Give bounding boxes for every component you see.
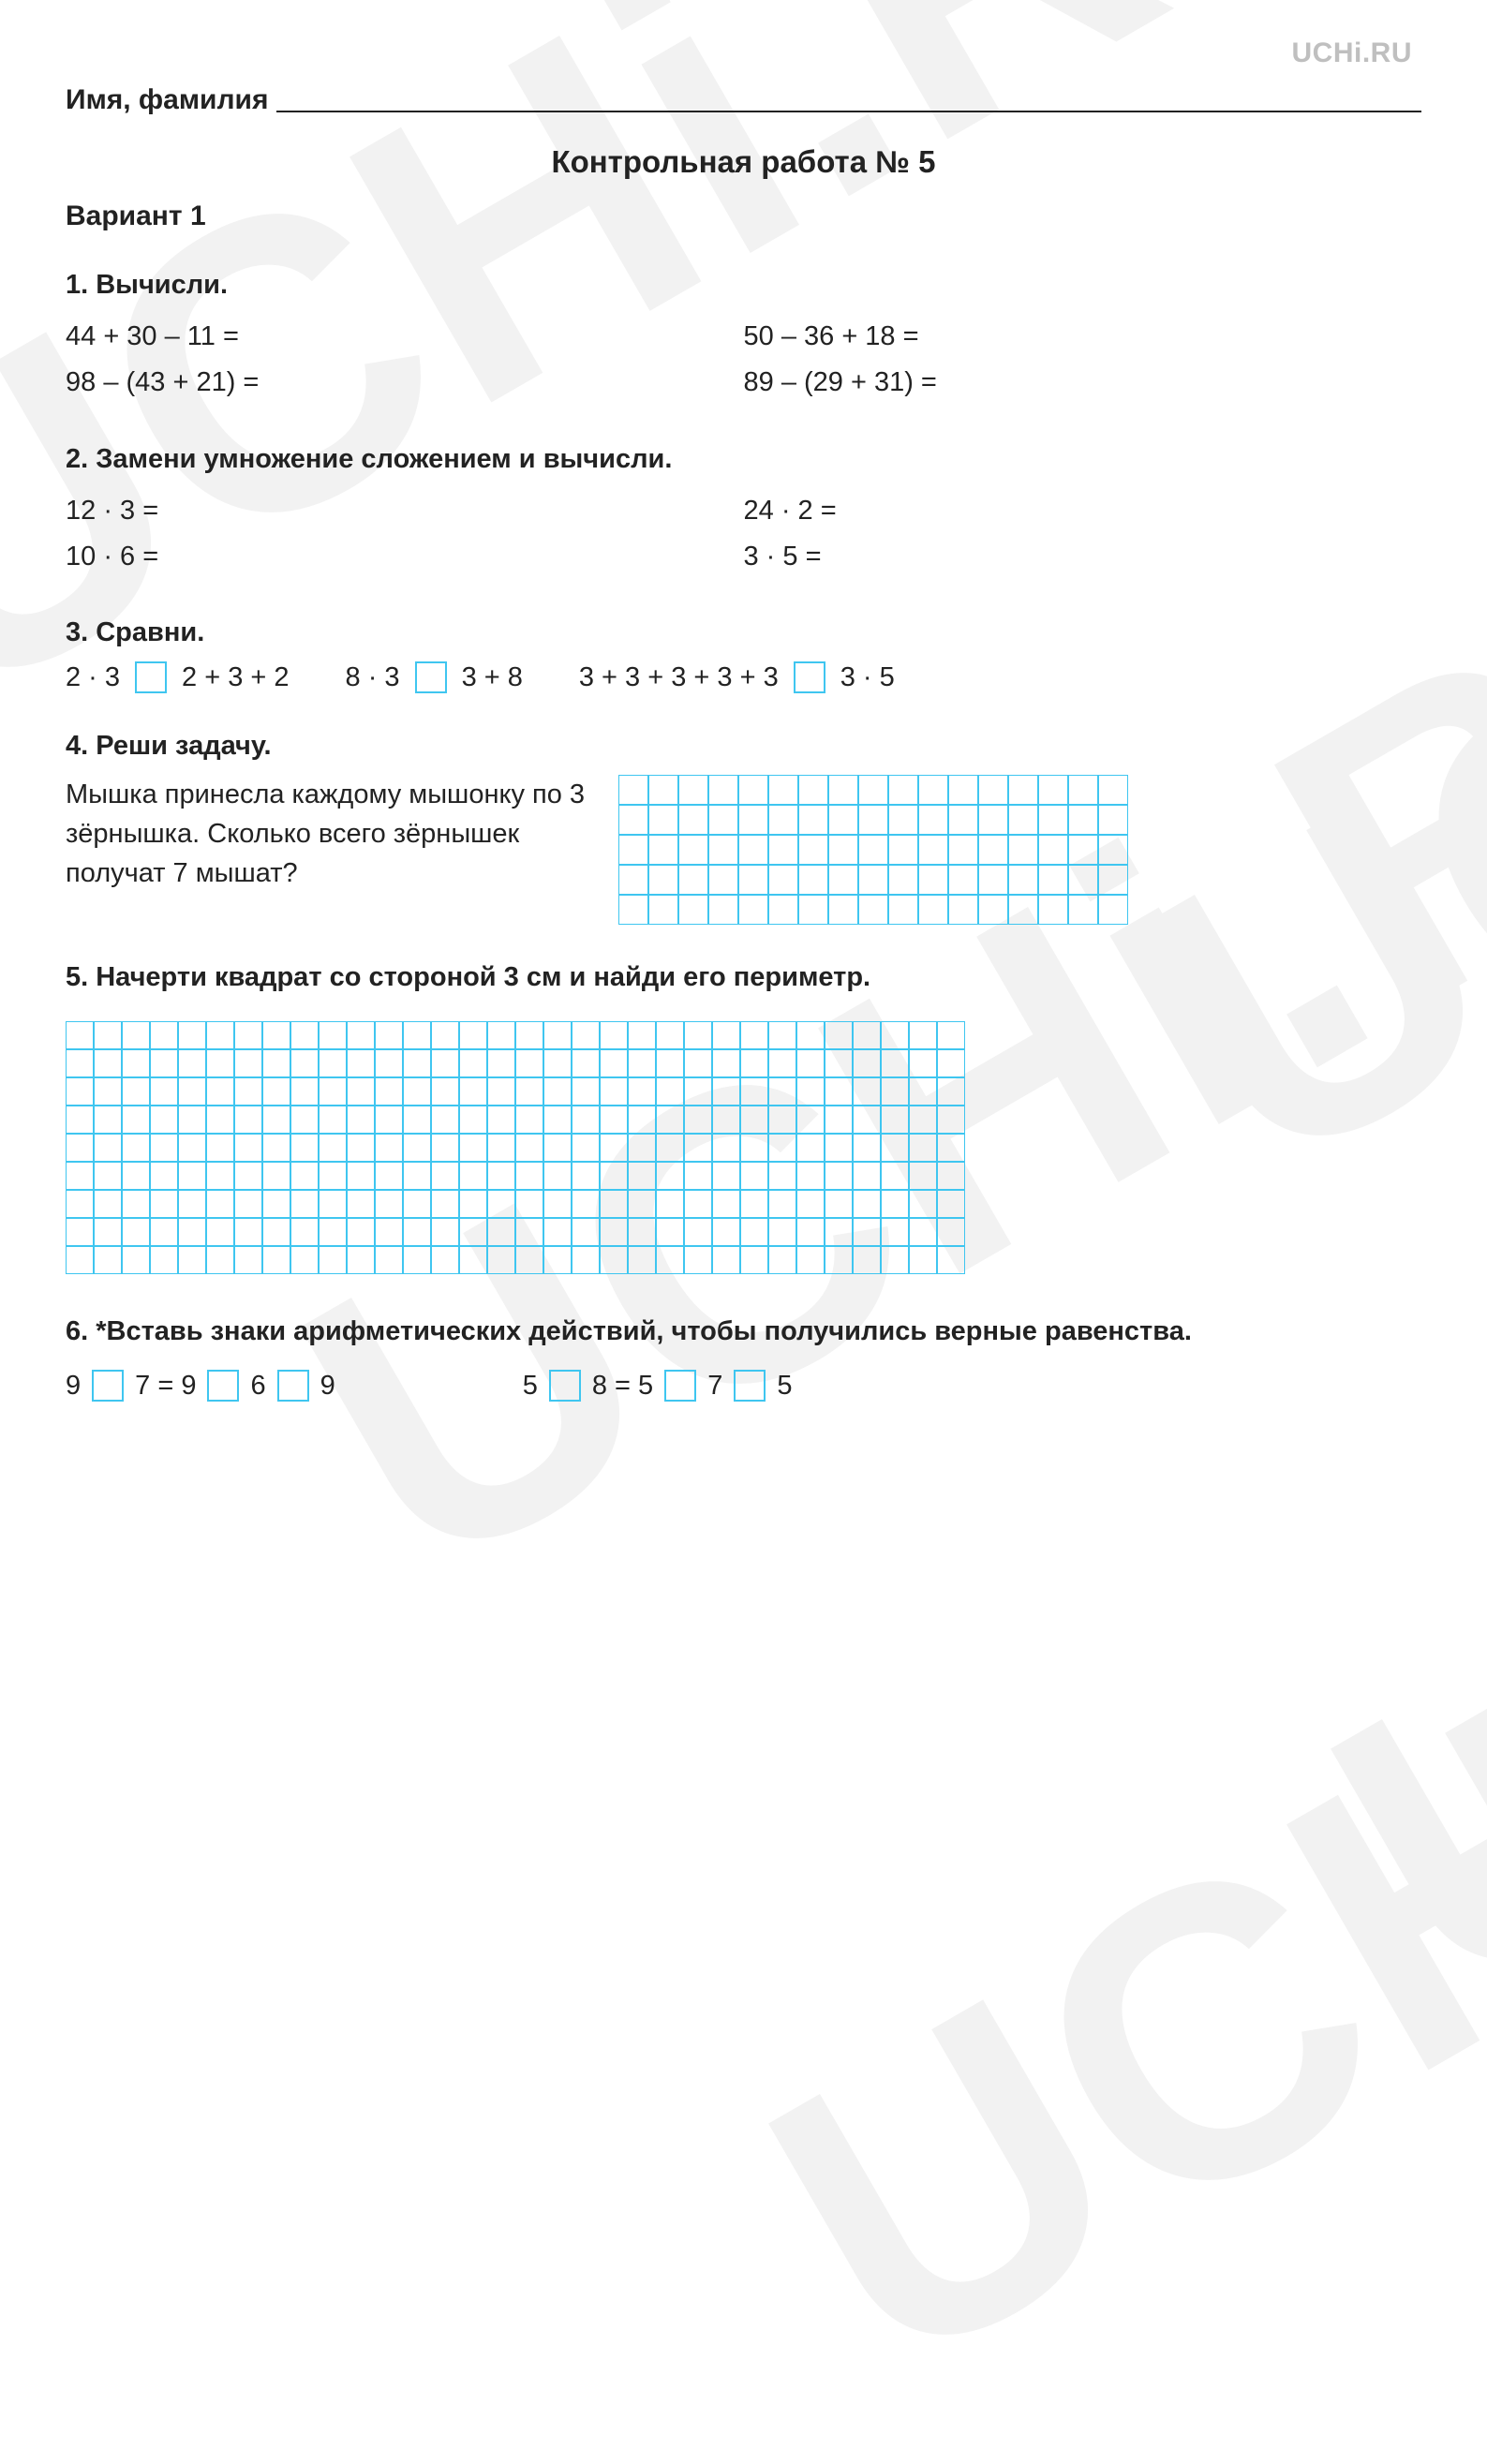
task-2-col-left: 12 · 3 = 10 · 6 = — [66, 488, 744, 581]
answer-box[interactable] — [794, 661, 825, 693]
task-2-title: 2. Замени умножение сложением и вычисли. — [66, 444, 1421, 475]
equation-text: 9 — [66, 1371, 81, 1402]
expr: 44 + 30 – 11 = — [66, 314, 744, 360]
equation-text: 5 — [523, 1371, 538, 1402]
task-1-col-left: 44 + 30 – 11 = 98 – (43 + 21) = — [66, 314, 744, 407]
expr: 12 · 3 = — [66, 488, 744, 534]
answer-box[interactable] — [277, 1370, 309, 1402]
answer-box[interactable] — [92, 1370, 124, 1402]
expr: 3 · 5 = — [744, 534, 1422, 580]
compare-left: 3 + 3 + 3 + 3 + 3 — [579, 662, 779, 693]
task-4-text: Мышка принесла каждому мышонку по 3 зёрн… — [66, 775, 590, 893]
equation-text: 6 — [250, 1371, 265, 1402]
task-5-title: 5. Начерти квадрат со стороной 3 см и на… — [66, 962, 1421, 993]
expr: 10 · 6 = — [66, 534, 744, 580]
answer-box[interactable] — [734, 1370, 766, 1402]
answer-box[interactable] — [664, 1370, 696, 1402]
answer-grid-large[interactable] — [66, 1021, 965, 1274]
task-4-title: 4. Реши задачу. — [66, 731, 1421, 762]
equation-text: 9 — [320, 1371, 335, 1402]
expr: 89 – (29 + 31) = — [744, 360, 1422, 406]
name-line: Имя, фамилия — [66, 84, 1421, 116]
answer-grid-small[interactable] — [618, 775, 1128, 925]
task-1-col-right: 50 – 36 + 18 = 89 – (29 + 31) = — [744, 314, 1422, 407]
expr: 24 · 2 = — [744, 488, 1422, 534]
answer-box[interactable] — [549, 1370, 581, 1402]
equation-text: 7 — [707, 1371, 722, 1402]
task-1-title: 1. Вычисли. — [66, 270, 1421, 301]
compare-item: 2 · 3 2 + 3 + 2 — [66, 661, 290, 693]
worksheet-page: UCHi.RU Имя, фамилия Контрольная работа … — [0, 0, 1487, 1402]
compare-right: 2 + 3 + 2 — [182, 662, 290, 693]
task-5: 5. Начерти квадрат со стороной 3 см и на… — [66, 962, 1421, 1279]
task-3-title: 3. Сравни. — [66, 617, 1421, 648]
page-title: Контрольная работа № 5 — [66, 144, 1421, 180]
task-2: 2. Замени умножение сложением и вычисли.… — [66, 444, 1421, 581]
compare-left: 8 · 3 — [346, 662, 400, 693]
task-3-row: 2 · 3 2 + 3 + 2 8 · 3 3 + 8 3 + 3 + 3 + … — [66, 661, 1421, 693]
equation-text: 7 = 9 — [135, 1371, 196, 1402]
answer-box[interactable] — [415, 661, 447, 693]
task-6-row: 9 7 = 9 6 9 5 8 = 5 7 5 — [66, 1370, 1421, 1402]
task-1: 1. Вычисли. 44 + 30 – 11 = 98 – (43 + 21… — [66, 270, 1421, 407]
brand-logo: UCHi.RU — [1292, 37, 1413, 69]
expr: 98 – (43 + 21) = — [66, 360, 744, 406]
task-2-col-right: 24 · 2 = 3 · 5 = — [744, 488, 1422, 581]
task-3: 3. Сравни. 2 · 3 2 + 3 + 2 8 · 3 3 + 8 3… — [66, 617, 1421, 693]
task-4: 4. Реши задачу. Мышка принесла каждому м… — [66, 731, 1421, 925]
compare-item: 3 + 3 + 3 + 3 + 3 3 · 5 — [579, 661, 895, 693]
compare-left: 2 · 3 — [66, 662, 120, 693]
name-label: Имя, фамилия — [66, 84, 269, 116]
compare-right: 3 · 5 — [840, 662, 895, 693]
equation-item: 5 8 = 5 7 5 — [523, 1370, 793, 1402]
equation-text: 8 = 5 — [592, 1371, 653, 1402]
task-6: 6. *Вставь знаки арифметических действий… — [66, 1316, 1421, 1402]
variant-label: Вариант 1 — [66, 200, 1421, 232]
compare-item: 8 · 3 3 + 8 — [346, 661, 523, 693]
task-6-title: 6. *Вставь знаки арифметических действий… — [66, 1316, 1421, 1347]
equation-text: 5 — [777, 1371, 792, 1402]
name-underline[interactable] — [276, 111, 1421, 112]
equation-item: 9 7 = 9 6 9 — [66, 1370, 335, 1402]
expr: 50 – 36 + 18 = — [744, 314, 1422, 360]
answer-box[interactable] — [135, 661, 167, 693]
compare-right: 3 + 8 — [462, 662, 523, 693]
answer-box[interactable] — [207, 1370, 239, 1402]
